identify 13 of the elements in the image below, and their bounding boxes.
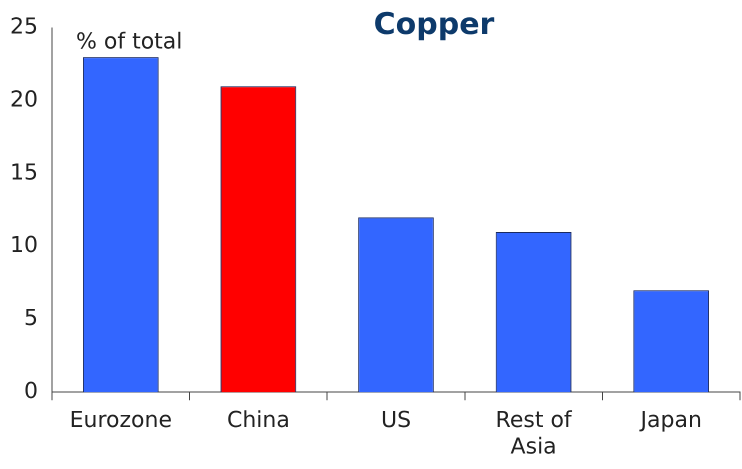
x-tick-label: Rest of Asia: [496, 408, 573, 460]
x-tick-label: Japan: [638, 408, 702, 434]
y-tick-label: 0: [24, 378, 38, 404]
y-tick-label: 10: [10, 233, 38, 258]
y-tick-label: 20: [10, 88, 38, 113]
y-tick-label: 25: [10, 14, 38, 40]
chart-title: Copper: [374, 6, 495, 42]
y-tick-label: 5: [24, 306, 38, 332]
x-tick-label: US: [380, 408, 412, 434]
x-tick-label: China: [226, 408, 290, 434]
y-axis-title: % of total: [76, 30, 182, 55]
x-tick-label: Eurozone: [70, 408, 172, 434]
y-tick-label: 15: [10, 160, 38, 186]
